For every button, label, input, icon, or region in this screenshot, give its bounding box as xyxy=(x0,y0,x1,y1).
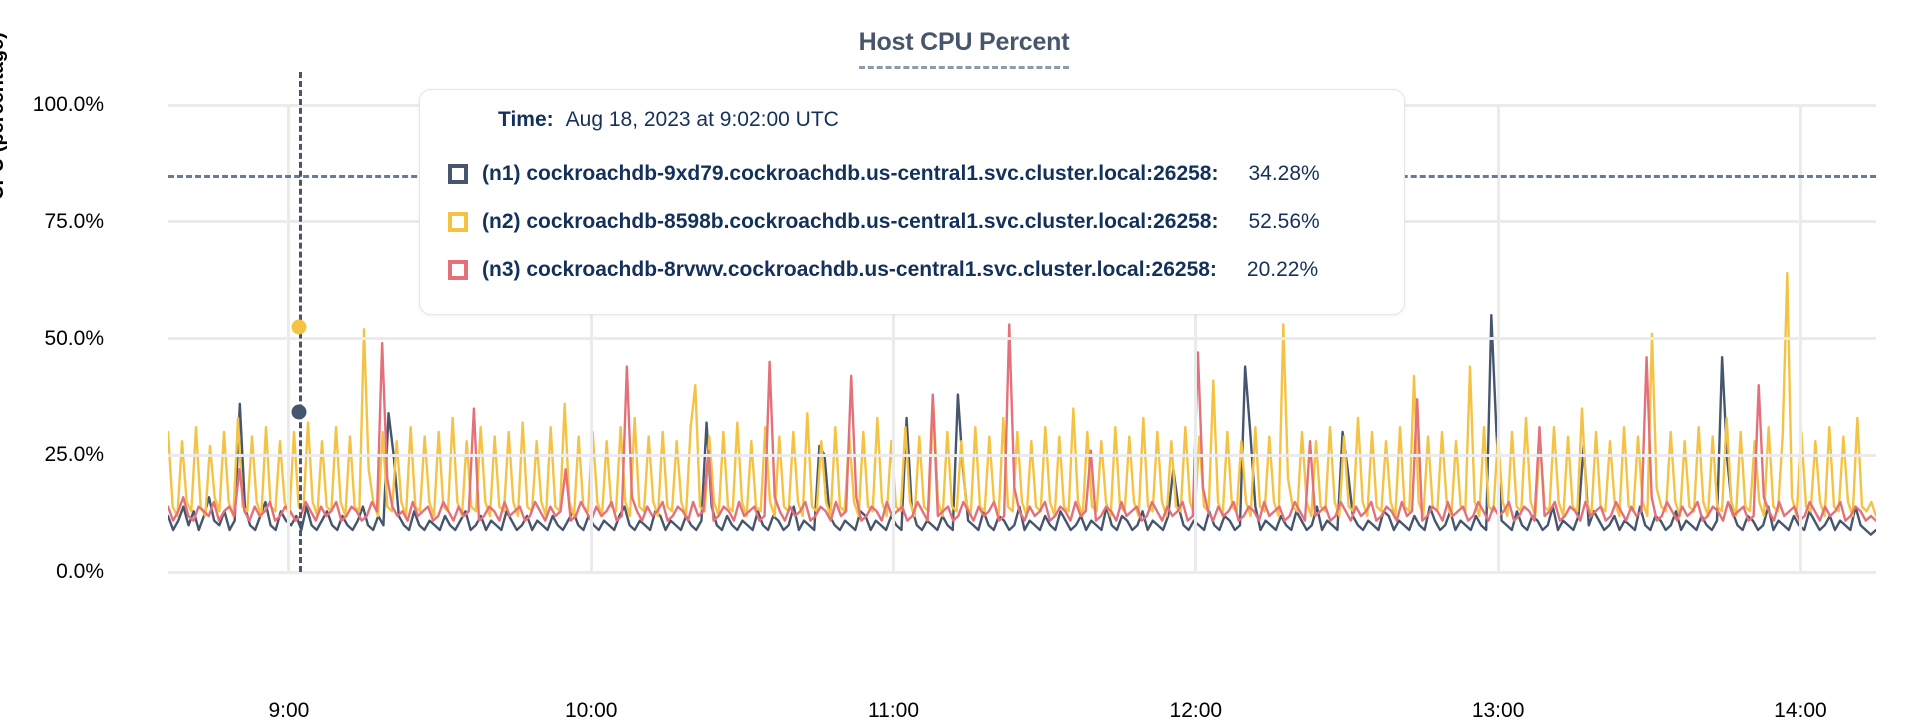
gridline-vertical xyxy=(287,105,291,572)
y-axis-tick-label: 0.0% xyxy=(56,560,104,583)
tooltip-series-value: 20.22% xyxy=(1246,258,1319,281)
tooltip-series-row: (n3) cockroachdb-8rvwv.cockroachdb.us-ce… xyxy=(448,246,1376,294)
tooltip-series-value: 52.56% xyxy=(1248,210,1320,233)
series-line-n3 xyxy=(168,323,1876,522)
y-axis-tick-label: 25.0% xyxy=(44,443,104,467)
x-axis-tick-label: 14:00 xyxy=(1774,699,1827,722)
x-axis-tick-label: 12:00 xyxy=(1169,699,1223,722)
x-axis-tick-label: 10:00 xyxy=(564,699,618,722)
chart-title-container: Host CPU Percent xyxy=(0,28,1928,69)
y-axis-tick-label: 100.0% xyxy=(32,93,104,116)
tooltip-series-row: (n1) cockroachdb-9xd79.cockroachdb.us-ce… xyxy=(448,150,1376,198)
y-axis-title: CPU (percentage) xyxy=(0,32,8,200)
x-axis-tick-label: 9:00 xyxy=(268,699,310,722)
tooltip-series-name: (n3) cockroachdb-8rvwv.cockroachdb.us-ce… xyxy=(482,258,1217,281)
gridline-horizontal xyxy=(168,570,1876,574)
gridline-horizontal xyxy=(168,337,1876,340)
gridline-vertical xyxy=(1798,105,1802,572)
page-title: Host CPU Percent xyxy=(858,28,1070,69)
hover-tooltip: Time: Aug 18, 2023 at 9:02:00 UTC (n1) c… xyxy=(419,89,1405,315)
gridline-horizontal xyxy=(168,453,1876,457)
x-axis-tick-label: 11:00 xyxy=(868,699,920,722)
gridline-vertical xyxy=(589,105,593,572)
legend-swatch-icon xyxy=(448,164,468,184)
tooltip-series-row: (n2) cockroachdb-8598b.cockroachdb.us-ce… xyxy=(448,198,1376,246)
chart-page: Host CPU Percent CPU (percentage) 0.0% 25… xyxy=(0,28,1928,722)
y-axis-tick-label: 75.0% xyxy=(44,209,104,233)
tooltip-series-name: (n2) cockroachdb-8598b.cockroachdb.us-ce… xyxy=(482,210,1219,233)
x-axis-tick-label: 13:00 xyxy=(1471,699,1525,722)
y-axis-tick-label: 50.0% xyxy=(44,326,104,350)
tooltip-time-row: Time: Aug 18, 2023 at 9:02:00 UTC xyxy=(448,108,1376,132)
legend-swatch-icon xyxy=(448,260,468,280)
tooltip-time-label: Time: xyxy=(498,108,554,131)
cursor-dot-n2 xyxy=(291,319,307,335)
tooltip-series-rows: (n1) cockroachdb-9xd79.cockroachdb.us-ce… xyxy=(448,150,1376,294)
cursor-dot-n1 xyxy=(291,404,307,420)
gridline-vertical xyxy=(1194,105,1198,572)
tooltip-series-value: 34.28% xyxy=(1248,162,1320,185)
tooltip-time-value: Aug 18, 2023 at 9:02:00 UTC xyxy=(565,108,839,131)
legend-swatch-icon xyxy=(448,212,468,232)
gridline-vertical xyxy=(892,105,896,572)
tooltip-series-name: (n1) cockroachdb-9xd79.cockroachdb.us-ce… xyxy=(482,162,1219,185)
series-lines xyxy=(168,271,1876,536)
gridline-vertical xyxy=(1496,105,1500,572)
